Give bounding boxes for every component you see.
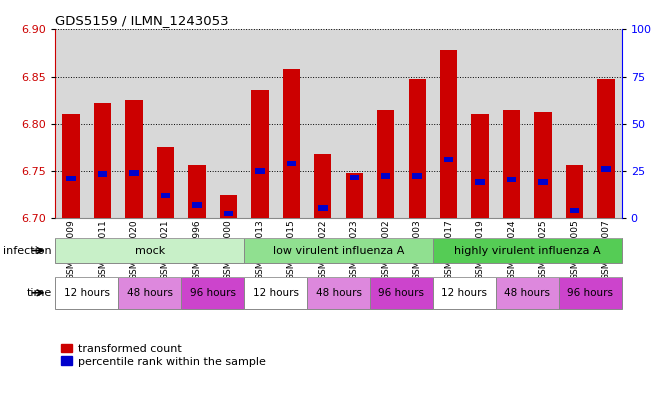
Bar (503, 110, 520, 218)
Bar (244, 277, 307, 309)
Bar (244, 29, 275, 218)
Text: 12 hours: 12 hours (441, 288, 488, 298)
Bar (157, 147, 174, 218)
Bar (590, 29, 622, 218)
Bar (307, 29, 339, 218)
Bar (598, 79, 615, 218)
Text: 12 hours: 12 hours (64, 288, 110, 298)
Bar (130, 170, 139, 176)
Text: 48 hours: 48 hours (316, 288, 361, 298)
Bar (507, 176, 516, 182)
Text: time: time (27, 288, 52, 298)
Bar (66, 176, 76, 181)
Bar (283, 69, 300, 218)
Bar (602, 166, 611, 172)
Bar (318, 205, 327, 211)
Bar (55, 238, 244, 263)
Bar (496, 277, 559, 309)
Bar (94, 103, 111, 218)
Bar (370, 277, 433, 309)
Bar (255, 168, 264, 174)
Bar (286, 161, 296, 166)
Bar (126, 100, 143, 218)
Bar (444, 157, 453, 162)
Bar (87, 29, 118, 218)
Bar (161, 193, 170, 198)
Bar (251, 90, 268, 218)
Text: mock: mock (135, 246, 165, 255)
Bar (314, 154, 331, 218)
Bar (496, 29, 527, 218)
Text: highly virulent influenza A: highly virulent influenza A (454, 246, 601, 255)
Bar (188, 165, 206, 218)
Text: low virulent influenza A: low virulent influenza A (273, 246, 404, 255)
Bar (471, 114, 489, 218)
Bar (534, 112, 551, 218)
Bar (339, 29, 370, 218)
Bar (55, 29, 87, 218)
Bar (224, 211, 233, 216)
Bar (559, 29, 590, 218)
Legend: transformed count, percentile rank within the sample: transformed count, percentile rank withi… (61, 343, 266, 367)
Bar (433, 238, 622, 263)
Text: 96 hours: 96 hours (567, 288, 613, 298)
Bar (370, 29, 402, 218)
Bar (213, 29, 244, 218)
Text: infection: infection (3, 246, 52, 255)
Text: 96 hours: 96 hours (378, 288, 424, 298)
Bar (55, 277, 118, 309)
Bar (559, 277, 622, 309)
Bar (150, 29, 181, 218)
Text: 48 hours: 48 hours (127, 288, 173, 298)
Bar (381, 173, 391, 178)
Bar (62, 114, 79, 218)
Text: 48 hours: 48 hours (505, 288, 550, 298)
Bar (118, 277, 181, 309)
Bar (538, 180, 547, 185)
Bar (350, 175, 359, 180)
Bar (433, 29, 464, 218)
Bar (527, 29, 559, 218)
Bar (181, 29, 213, 218)
Bar (118, 29, 150, 218)
Bar (409, 79, 426, 218)
Bar (98, 171, 107, 176)
Bar (346, 173, 363, 218)
Bar (440, 50, 457, 218)
Bar (566, 165, 583, 218)
Bar (275, 29, 307, 218)
Text: 96 hours: 96 hours (189, 288, 236, 298)
Bar (413, 173, 422, 178)
Bar (464, 29, 496, 218)
Bar (475, 180, 485, 185)
Bar (181, 277, 244, 309)
Bar (402, 29, 433, 218)
Bar (192, 202, 202, 208)
Bar (244, 238, 433, 263)
Bar (307, 277, 370, 309)
Bar (377, 110, 395, 218)
Bar (570, 208, 579, 213)
Text: GDS5159 / ILMN_1243053: GDS5159 / ILMN_1243053 (55, 14, 229, 27)
Bar (220, 195, 237, 218)
Bar (433, 277, 496, 309)
Text: 12 hours: 12 hours (253, 288, 299, 298)
